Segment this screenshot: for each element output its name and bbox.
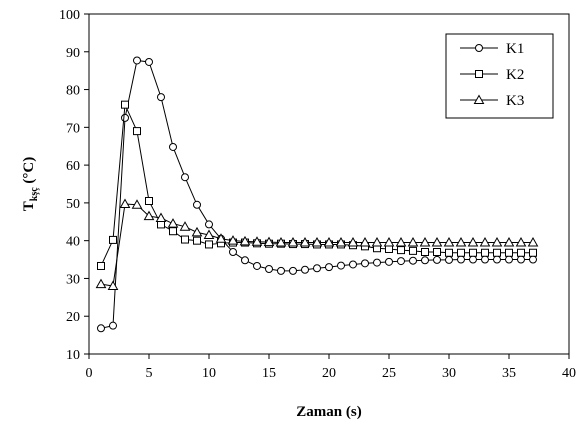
y-tick-label: 40 — [66, 235, 80, 250]
data-point — [518, 249, 525, 256]
data-point — [314, 265, 321, 272]
data-point — [194, 201, 201, 208]
x-tick-label: 15 — [262, 366, 276, 381]
data-point — [338, 262, 345, 269]
legend: K1 K2 K3 — [446, 34, 553, 118]
data-point — [230, 249, 237, 256]
data-point — [158, 94, 165, 101]
data-point — [470, 249, 477, 256]
data-point — [398, 247, 405, 254]
data-point — [398, 258, 405, 265]
legend-label: K2 — [506, 67, 524, 83]
x-tick-label: 40 — [562, 366, 576, 381]
legend-box — [446, 34, 553, 118]
data-point — [482, 256, 489, 263]
data-point — [182, 236, 189, 243]
data-point — [434, 249, 441, 256]
data-point — [98, 325, 105, 332]
data-point — [446, 249, 453, 256]
data-point — [278, 267, 285, 274]
y-axis-title-unit: (°C) — [21, 157, 37, 188]
x-tick-label: 25 — [382, 366, 396, 381]
x-tick-label: 20 — [322, 366, 336, 381]
data-point — [98, 262, 105, 269]
x-tick-label: 0 — [86, 366, 93, 381]
data-point — [242, 257, 249, 264]
y-tick-label: 10 — [66, 348, 80, 363]
data-point — [206, 221, 213, 228]
data-point — [290, 267, 297, 274]
data-point — [530, 249, 537, 256]
data-point — [362, 260, 369, 267]
data-point — [146, 198, 153, 205]
x-axis-title: Zaman (s) — [296, 404, 361, 420]
data-point — [422, 249, 429, 256]
x-tick-label: 10 — [202, 366, 216, 381]
y-tick-label: 30 — [66, 272, 80, 287]
legend-marker — [476, 71, 483, 78]
data-point — [434, 256, 441, 263]
data-point — [458, 256, 465, 263]
data-point — [122, 114, 129, 121]
data-point — [494, 256, 501, 263]
y-tick-label: 90 — [66, 46, 80, 61]
data-point — [182, 174, 189, 181]
data-point — [458, 249, 465, 256]
y-tick-label: 20 — [66, 310, 80, 325]
y-axis-title-sub: kşç — [29, 187, 40, 201]
x-tick-label: 5 — [146, 366, 153, 381]
y-axis-title-main: T — [21, 201, 37, 211]
x-tick-label: 30 — [442, 366, 456, 381]
data-point — [470, 256, 477, 263]
data-point — [506, 256, 513, 263]
data-point — [410, 257, 417, 264]
data-point — [170, 143, 177, 150]
data-point — [302, 266, 309, 273]
x-tick-label: 35 — [502, 366, 516, 381]
y-tick-label: 70 — [66, 121, 80, 136]
data-point — [518, 256, 525, 263]
data-point — [326, 264, 333, 271]
data-point — [422, 257, 429, 264]
data-point — [410, 247, 417, 254]
legend-label: K3 — [506, 93, 524, 109]
data-point — [506, 249, 513, 256]
data-point — [110, 236, 117, 243]
data-point — [206, 241, 213, 248]
data-point — [386, 258, 393, 265]
legend-label: K1 — [506, 41, 524, 57]
data-point — [134, 57, 141, 64]
data-point — [446, 256, 453, 263]
data-point — [374, 259, 381, 266]
y-tick-label: 50 — [66, 197, 80, 212]
y-tick-label: 60 — [66, 159, 80, 174]
data-point — [110, 322, 117, 329]
data-point — [350, 261, 357, 268]
y-tick-label: 100 — [59, 8, 80, 23]
data-point — [134, 128, 141, 135]
data-point — [530, 256, 537, 263]
data-point — [482, 249, 489, 256]
data-point — [254, 262, 261, 269]
data-point — [266, 266, 273, 273]
data-point — [494, 249, 501, 256]
data-point — [194, 237, 201, 244]
legend-marker — [476, 45, 483, 52]
data-point — [146, 58, 153, 65]
y-tick-label: 80 — [66, 84, 80, 99]
data-point — [122, 101, 129, 108]
y-axis-title: Tkşç (°C) — [21, 157, 40, 212]
data-point — [170, 228, 177, 235]
